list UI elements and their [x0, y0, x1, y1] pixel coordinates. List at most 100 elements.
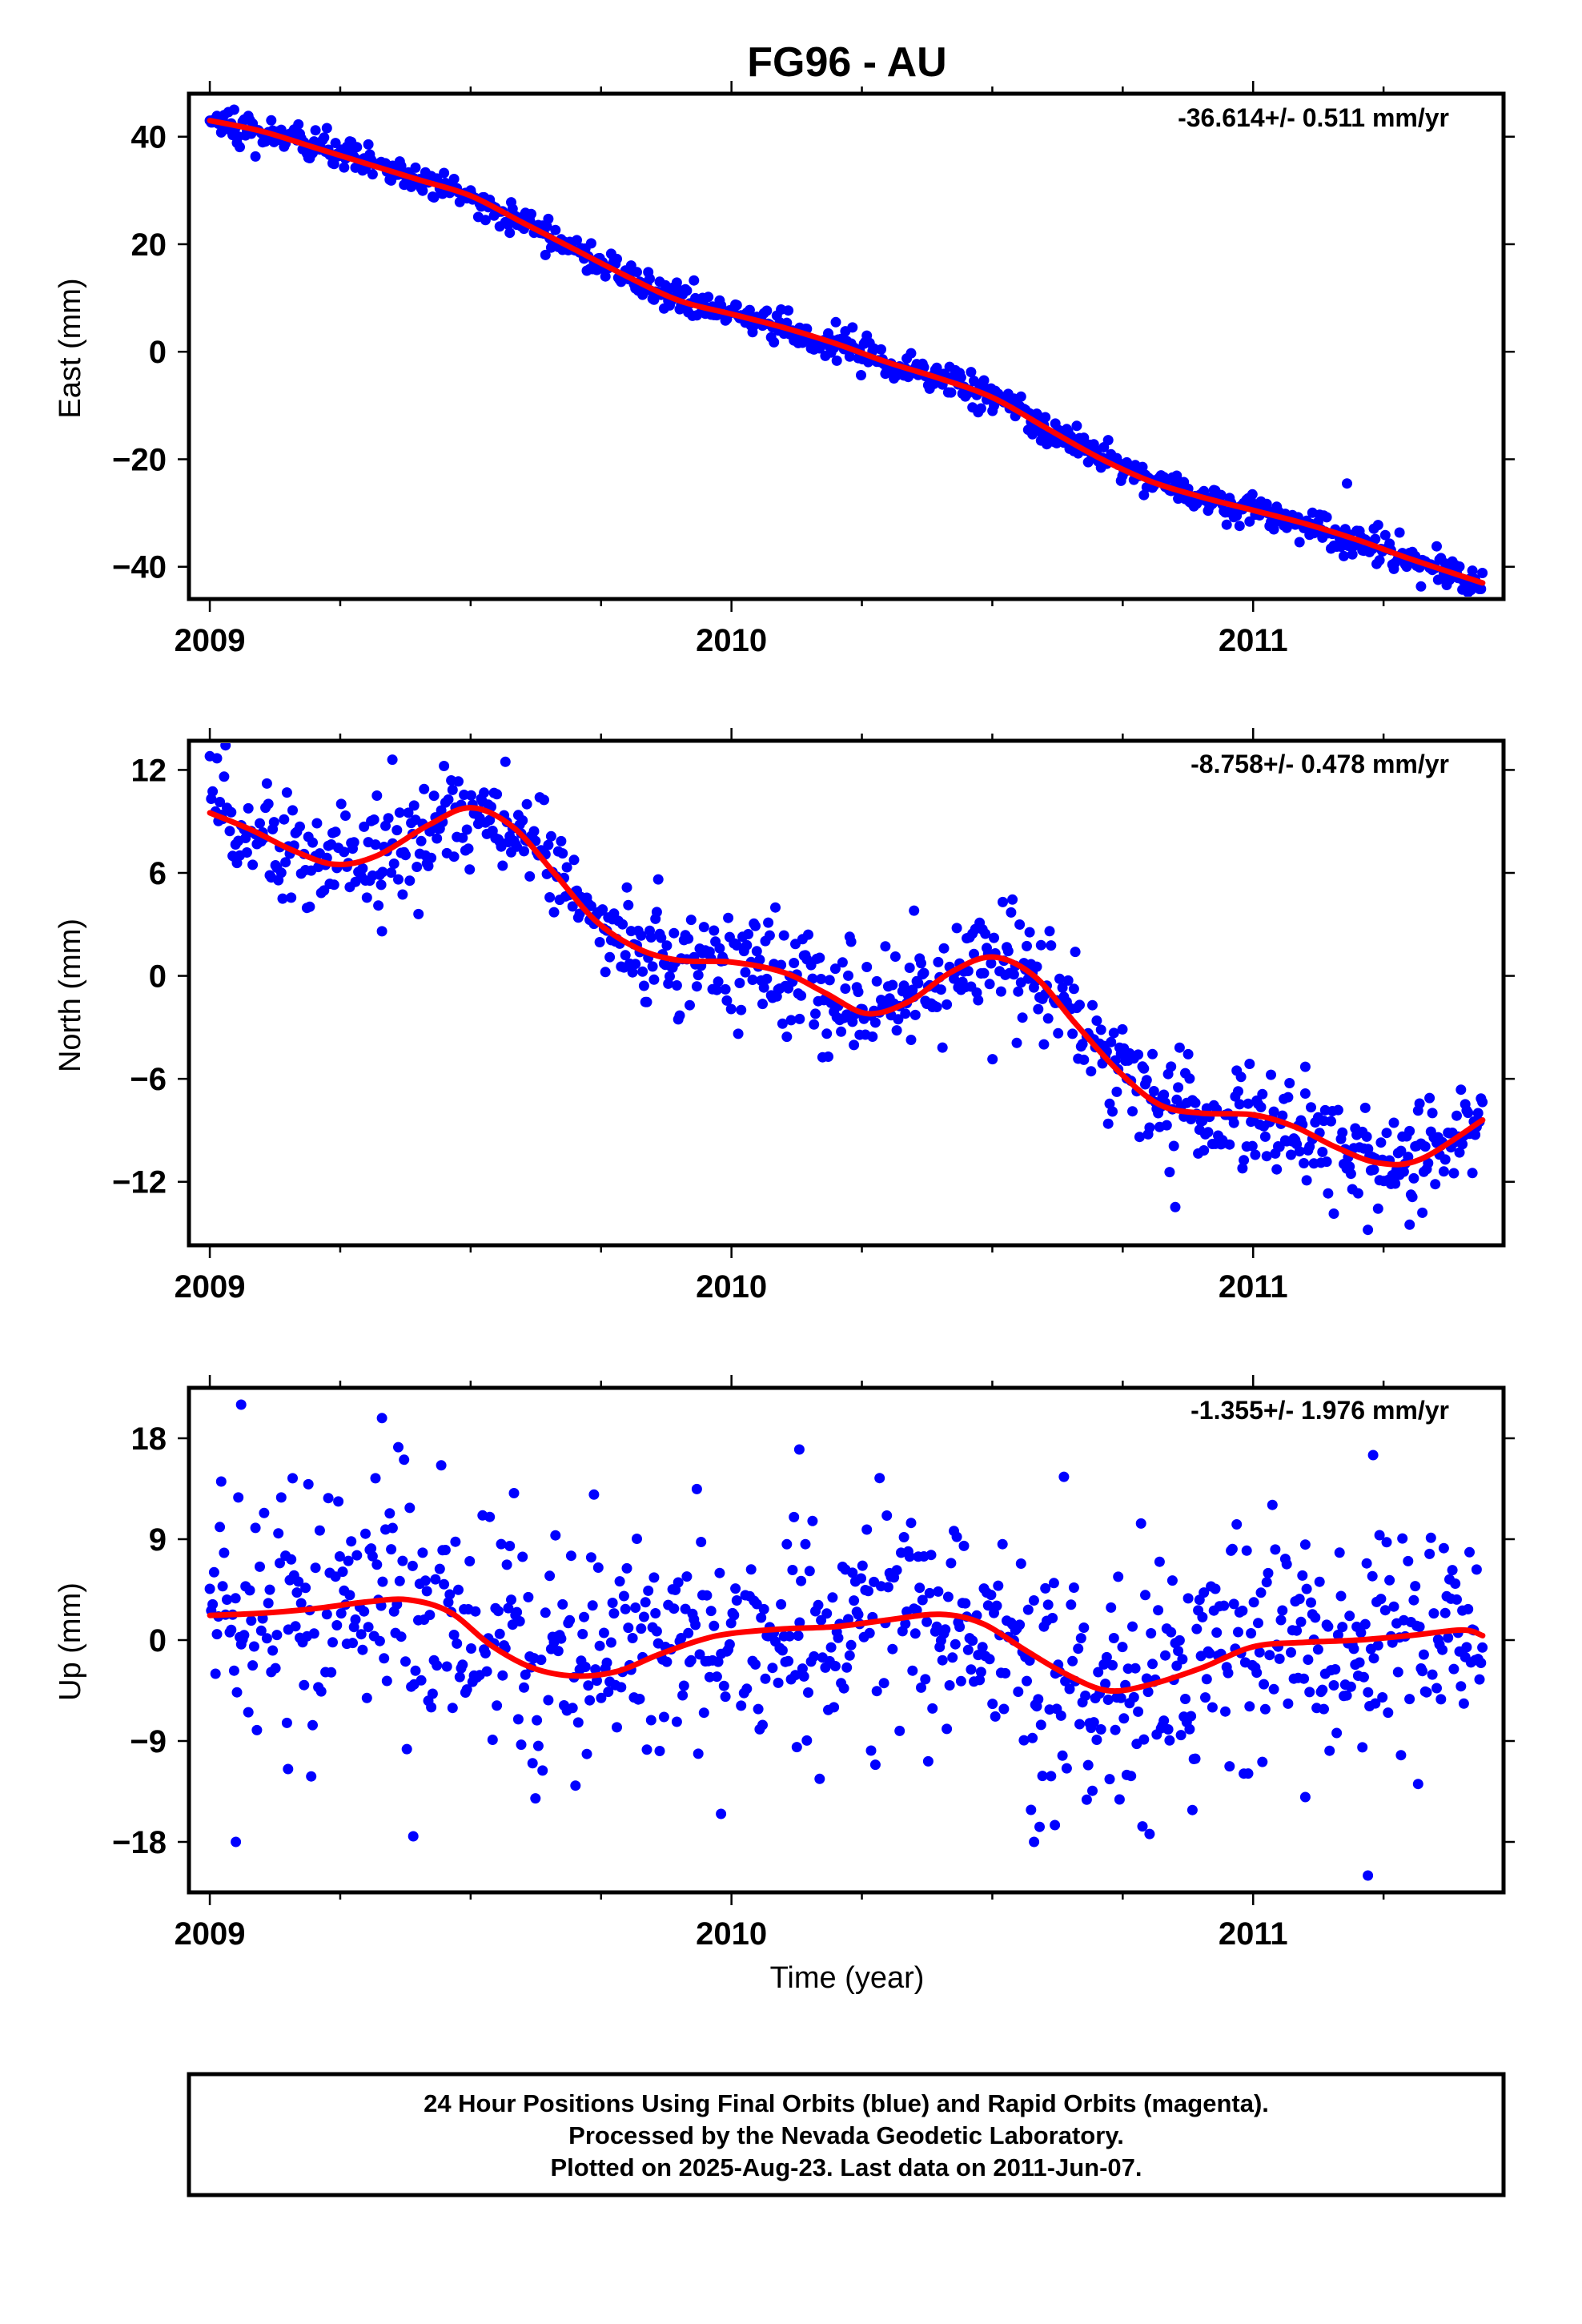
north-data-point	[528, 826, 540, 837]
up-data-point	[492, 1606, 504, 1617]
up-data-point	[577, 1629, 588, 1639]
up-ylabel: Up (mm)	[54, 1582, 87, 1701]
up-data-point	[1037, 1771, 1048, 1782]
north-data-point	[464, 864, 476, 875]
east-data-point	[681, 285, 693, 296]
up-data-point	[1324, 1745, 1335, 1756]
up-data-point	[314, 1525, 325, 1536]
up-data-point	[677, 1690, 689, 1701]
up-outlier-point	[793, 1444, 805, 1455]
north-data-point	[789, 958, 800, 968]
east-data-point	[644, 273, 655, 284]
north-data-point	[764, 930, 775, 941]
up-data-point	[1259, 1703, 1271, 1715]
up-data-point	[307, 1719, 318, 1731]
up-data-point	[1277, 1605, 1288, 1616]
north-y-tick-label: 12	[131, 753, 167, 788]
north-data-point	[1108, 1027, 1119, 1039]
north-plot-frame	[187, 738, 1506, 1248]
up-data-point	[630, 1602, 641, 1613]
up-data-point	[519, 1682, 529, 1693]
up-data-point	[492, 1700, 503, 1711]
east-data-point	[540, 249, 551, 260]
north-data-point	[785, 1015, 797, 1026]
up-data-point	[986, 1590, 997, 1601]
east-data-point	[769, 336, 780, 348]
north-data-point	[937, 1042, 948, 1053]
east-data-point	[1261, 498, 1272, 509]
up-data-point	[977, 1642, 988, 1653]
up-data-point	[1438, 1542, 1449, 1554]
up-data-point	[233, 1492, 244, 1503]
up-data-point	[1237, 1605, 1248, 1616]
up-data-point	[881, 1510, 893, 1521]
up-data-point	[1274, 1653, 1285, 1664]
up-data-point	[1417, 1666, 1428, 1677]
north-data-point	[340, 810, 351, 821]
north-data-point	[394, 807, 405, 818]
north-data-point	[279, 814, 290, 825]
up-data-point	[275, 1558, 285, 1569]
north-data-point	[661, 940, 673, 951]
north-data-point	[905, 1035, 917, 1045]
up-data-point	[504, 1541, 516, 1551]
north-data-point	[620, 950, 631, 961]
up-data-point	[1108, 1633, 1119, 1643]
east-data-point	[526, 208, 536, 219]
north-data-point	[986, 958, 997, 969]
north-data-point	[1067, 1028, 1078, 1039]
east-data-point	[955, 372, 966, 383]
east-data-point	[1215, 489, 1227, 501]
up-data-point	[829, 1661, 841, 1671]
east-data-point	[978, 375, 990, 386]
up-data-point	[1190, 1753, 1201, 1764]
north-y-tick-label: 6	[149, 856, 167, 891]
up-data-point	[517, 1551, 528, 1562]
up-data-point	[990, 1711, 1001, 1722]
up-data-point	[530, 1793, 541, 1804]
east-data-point	[1071, 420, 1082, 432]
up-data-point	[725, 1618, 737, 1629]
north-data-point	[1388, 1117, 1399, 1128]
up-data-point	[1435, 1694, 1447, 1705]
up-data-point	[1220, 1706, 1231, 1717]
up-data-point	[794, 1617, 805, 1628]
up-data-point	[960, 1598, 971, 1609]
north-data-point	[810, 1008, 821, 1019]
north-data-point	[568, 854, 580, 866]
up-data-point	[394, 1575, 405, 1586]
up-data-point	[933, 1586, 944, 1597]
north-data-point	[1014, 919, 1026, 930]
north-data-point	[980, 928, 991, 939]
east-data-point	[293, 119, 304, 130]
north-data-point	[845, 936, 857, 947]
north-data-point	[1173, 1082, 1184, 1093]
north-data-point	[1117, 1023, 1128, 1035]
up-data-point	[1474, 1674, 1485, 1685]
north-data-point	[778, 930, 789, 941]
up-data-point	[466, 1643, 476, 1654]
up-data-point	[248, 1641, 259, 1652]
up-data-point	[1355, 1627, 1367, 1638]
up-data-point	[570, 1780, 581, 1791]
north-data-point	[751, 946, 762, 957]
north-data-point	[386, 867, 397, 879]
up-data-point	[452, 1638, 463, 1649]
up-data-point	[457, 1659, 468, 1671]
north-data-point	[1403, 1152, 1414, 1163]
east-data-point	[266, 115, 277, 126]
up-data-point	[396, 1631, 407, 1642]
north-data-point	[1456, 1084, 1467, 1096]
east-data-point	[321, 123, 332, 134]
north-data-point	[436, 805, 447, 816]
north-data-point	[1454, 1147, 1465, 1158]
up-data-point	[1115, 1692, 1126, 1703]
up-data-point	[400, 1656, 411, 1667]
north-data-point	[1074, 999, 1085, 1011]
up-data-point	[694, 1649, 705, 1660]
up-data-point	[1254, 1647, 1265, 1658]
north-data-point	[889, 951, 901, 962]
north-data-point	[403, 807, 414, 818]
up-data-point	[1471, 1564, 1482, 1575]
up-data-point	[1035, 1719, 1046, 1731]
